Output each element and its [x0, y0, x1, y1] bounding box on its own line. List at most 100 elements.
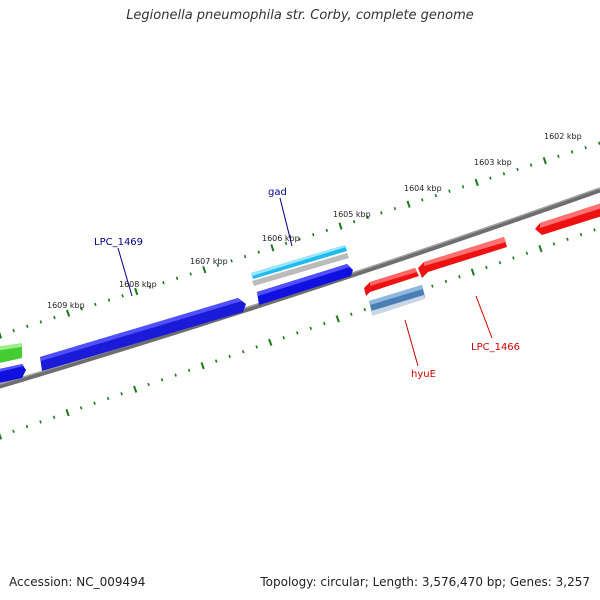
inner-ring-tick: [552, 242, 556, 246]
inner-ring-tick: [538, 244, 543, 253]
tick-label-1608: 1608 kbp: [119, 280, 157, 289]
inner-ring-tick: [350, 312, 353, 316]
outer-ring-tick: [94, 302, 97, 307]
inner-ring-tick: [512, 256, 515, 260]
inner-ring-tick: [39, 420, 42, 424]
inner-ring-tick: [525, 251, 529, 255]
feature-red-small[interactable]: [364, 268, 419, 296]
inner-ring-tick: [593, 228, 596, 232]
feature-blue-forward[interactable]: [257, 264, 353, 305]
inner-ring-tick: [174, 373, 177, 377]
inner-ring-tick: [147, 382, 150, 387]
inner-ring-tick: [431, 284, 434, 288]
outer-ring-tick: [529, 163, 533, 167]
outer-ring-tick: [148, 285, 152, 289]
inner-ring-tick: [65, 408, 70, 417]
outer-ring-tick: [312, 233, 315, 237]
tick-label-1604: 1604 kbp: [404, 184, 442, 193]
outer-ring-tick: [421, 198, 424, 202]
outer-ring-tick: [502, 172, 506, 176]
inner-ring-tick: [93, 401, 96, 405]
gene-label-hyuE[interactable]: hyuE: [411, 369, 436, 380]
outer-ring-tick: [121, 294, 124, 298]
outer-ring-tick: [39, 320, 43, 324]
outer-ring-tick: [325, 228, 329, 233]
outer-ring-tick: [257, 250, 260, 254]
outer-ring-tick: [393, 206, 397, 211]
outer-ring-tick: [474, 178, 479, 187]
gene-label-LPC_1469[interactable]: LPC_1469: [94, 237, 143, 248]
tick-label-1605: 1605 kbp: [333, 210, 371, 219]
outer-ring-tick: [434, 193, 438, 198]
inner-ring-tick: [52, 415, 56, 419]
outer-ring-tick: [134, 287, 139, 296]
accession-text: Accession: NC_009494: [9, 575, 146, 589]
outer-ring-tick: [162, 281, 165, 285]
inner-ring-tick: [255, 345, 258, 349]
inner-ring-tick: [268, 338, 273, 346]
outer-ring-tick: [448, 189, 451, 193]
gene-hyuE-arrow[interactable]: [369, 285, 425, 316]
inner-ring-tick: [133, 385, 138, 393]
inner-ring-tick: [470, 268, 475, 276]
gene-LPC_1466-arrow[interactable]: [418, 237, 507, 278]
outer-ring-tick: [189, 272, 192, 276]
inner-ring-tick: [335, 315, 340, 323]
inner-ring-tick: [296, 331, 299, 335]
outer-ring-tick: [66, 309, 71, 317]
tick-label-1606: 1606 kbp: [262, 234, 300, 243]
outer-ring-tick: [270, 244, 275, 252]
outer-ring-tick: [380, 211, 383, 215]
outer-ring-tick: [584, 145, 587, 150]
genome-summary: Topology: circular; Length: 3,576,470 bp…: [260, 575, 590, 589]
outer-ring-tick: [175, 276, 179, 281]
inner-ring-tick: [79, 406, 83, 410]
outer-ring-tick: [338, 222, 343, 230]
inner-ring-tick: [566, 237, 569, 241]
outer-ring-tick: [298, 237, 301, 241]
outer-ring-tick: [53, 315, 56, 320]
gene-gad-arrow[interactable]: [251, 245, 349, 286]
inner-ring-tick: [363, 307, 367, 312]
inner-ring-tick: [12, 429, 15, 433]
inner-ring-tick: [241, 350, 245, 354]
outer-ring-tick: [557, 154, 560, 158]
feature-green-partial[interactable]: [0, 343, 22, 364]
inner-ring-tick: [309, 326, 312, 330]
inner-ring-tick: [106, 396, 110, 401]
inner-ring-tick: [444, 279, 448, 284]
inner-ring-tick: [25, 424, 29, 429]
tick-label-1609: 1609 kbp: [47, 301, 85, 310]
inner-ring-tick: [228, 354, 231, 359]
outer-ring-tick: [107, 298, 111, 302]
outer-ring-tick: [542, 156, 547, 165]
tick-label-1607: 1607 kbp: [190, 257, 228, 266]
inner-ring-tick: [323, 321, 326, 326]
feature-blue-partial[interactable]: [0, 364, 26, 384]
gene-label-LPC_1466[interactable]: LPC_1466: [471, 342, 520, 353]
inner-ring-tick: [0, 432, 3, 440]
inner-ring-tick: [458, 275, 461, 279]
outer-ring-tick: [406, 200, 411, 208]
inner-ring-tick: [282, 335, 285, 340]
outer-ring-tick: [80, 307, 83, 311]
inner-ring-tick: [120, 392, 123, 396]
outer-ring-tick: [489, 176, 492, 180]
gene-label-gad[interactable]: gad: [268, 187, 287, 198]
inner-ring-tick: [214, 359, 218, 363]
inner-ring-tick: [200, 362, 205, 370]
outer-ring-tick: [230, 259, 233, 263]
tick-label-1603: 1603 kbp: [474, 158, 512, 167]
outer-ring-tick: [202, 265, 207, 274]
genome-backbone: [0, 187, 600, 389]
outer-ring-tick: [516, 167, 519, 172]
feature-red-right-partial[interactable]: [535, 202, 600, 235]
map-title: Legionella pneumophila str. Corby, compl…: [126, 8, 474, 23]
outer-ring-tick: [366, 215, 369, 220]
gene-LPC_1469-arrow[interactable]: [40, 298, 246, 371]
inner-ring-tick: [579, 232, 583, 237]
inner-ring-tick: [498, 261, 502, 265]
outer-ring-tick: [12, 328, 15, 333]
